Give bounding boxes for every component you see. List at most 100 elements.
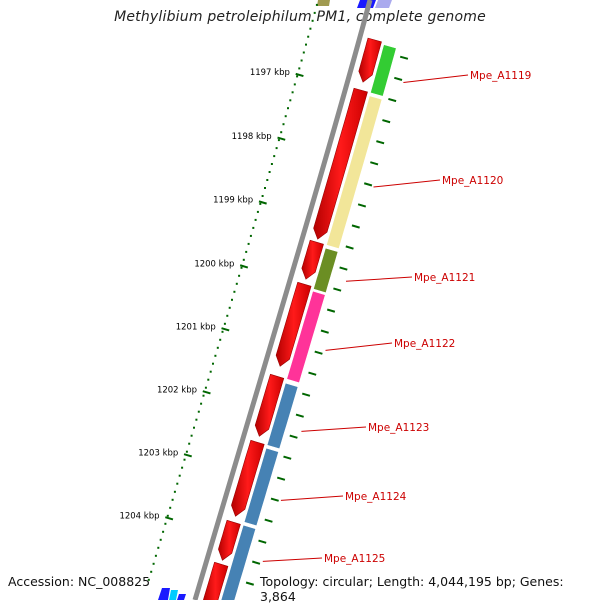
scale-label: 1204 kbp <box>119 512 159 522</box>
gene-label-leader <box>280 495 344 501</box>
partial-gene-top-olive <box>317 0 330 6</box>
scale-tick <box>363 182 373 187</box>
scale-tick <box>326 308 336 313</box>
scale-dot <box>212 362 214 365</box>
scale-dot <box>242 258 245 261</box>
scale-label: 1200 kbp <box>194 260 234 270</box>
scale-label: 1199 kbp <box>213 196 253 206</box>
scale-dot <box>298 67 301 70</box>
scale-tick <box>251 560 261 565</box>
gene-block-mpe-a1119 <box>370 44 397 97</box>
scale-tick <box>289 434 298 439</box>
genome-backbone <box>192 0 373 600</box>
scale-labels: 1197 kbp 1198 kbp 1199 kbp 1200 kbp 1201 kbp… <box>119 68 289 521</box>
cds-block <box>301 239 324 280</box>
gene-label[interactable]: Mpe_A1122 <box>394 338 455 350</box>
scale-dot <box>307 35 310 38</box>
scale-tick <box>308 371 317 376</box>
scale-dot <box>249 234 252 237</box>
cds-block <box>218 519 241 561</box>
scale-tick <box>388 97 397 103</box>
gene-block-mpe-a1125 <box>220 524 257 600</box>
scale-dot <box>166 514 169 517</box>
cds-track <box>203 37 382 600</box>
scale-tick <box>394 76 403 81</box>
scale-dot <box>315 3 318 6</box>
partial-gene-top-lilac <box>375 0 392 8</box>
scale-dot <box>287 107 289 110</box>
partial-gene-bottom-blue2 <box>177 594 186 600</box>
gene-block-mpe-a1120 <box>326 95 383 250</box>
scale-label: 1197 kbp <box>250 68 290 78</box>
scale-dot <box>176 482 179 485</box>
cds-block <box>254 373 285 437</box>
gene-label[interactable]: Mpe_A1123 <box>368 422 429 434</box>
scale-tick <box>270 497 279 502</box>
scale-dot <box>190 434 193 437</box>
scale-dot <box>293 83 296 86</box>
scale-dot <box>162 530 165 533</box>
gene-block-mpe-a1124 <box>243 447 279 527</box>
scale-tick <box>357 203 367 208</box>
scale-dot <box>219 338 222 341</box>
scale-tick <box>245 581 255 586</box>
gene-label[interactable]: Mpe_A1124 <box>345 491 407 503</box>
scale-dot <box>231 298 233 301</box>
scale-label: 1201 kbp <box>176 323 216 333</box>
scale-major-tick <box>258 200 267 205</box>
gene-block-mpe-a1122 <box>286 290 326 384</box>
gene-label[interactable]: Mpe_A1120 <box>442 175 503 187</box>
scale-dot <box>247 242 250 245</box>
gene-track <box>220 44 397 600</box>
scale-dot <box>296 75 299 78</box>
scale-dot <box>284 115 287 118</box>
gene-label-leader <box>325 342 393 351</box>
scale-dot <box>226 314 229 317</box>
scale-tick <box>283 455 292 460</box>
partial-gene-bottom-blue <box>158 588 170 600</box>
scale-tick <box>351 224 360 229</box>
cds-block <box>275 281 312 367</box>
gene-label[interactable]: Mpe_A1119 <box>470 70 531 82</box>
scale-dot <box>200 402 203 405</box>
scale-dot <box>207 378 210 381</box>
scale-dot <box>282 123 285 126</box>
scale-tick <box>376 140 385 145</box>
scale-tick <box>370 161 379 166</box>
scale-dot <box>261 195 264 197</box>
scale-dot <box>233 290 236 293</box>
scale-major-tick <box>277 136 286 141</box>
scale-dot <box>245 250 248 253</box>
gene-label-leader <box>262 557 323 562</box>
scale-major-tick <box>295 72 304 78</box>
gene-label-leader <box>301 426 367 432</box>
scale-dot <box>280 131 283 134</box>
scale-dot <box>259 202 262 205</box>
scale-dot <box>268 171 271 173</box>
scale-dot <box>270 163 273 165</box>
scale-dot <box>197 410 200 413</box>
scale-dot <box>157 546 160 549</box>
scale-major-tick <box>165 516 174 521</box>
scale-dot <box>195 418 198 421</box>
scale-dot <box>309 27 312 30</box>
scale-dot <box>204 386 207 389</box>
scale-dot <box>256 210 259 213</box>
scale-tick <box>264 518 273 523</box>
scale-dot <box>221 330 224 333</box>
gene-label[interactable]: Mpe_A1121 <box>414 272 475 284</box>
scale-dot <box>154 554 157 557</box>
gene-label-leader <box>373 179 441 188</box>
scale-dot <box>181 466 184 469</box>
scale-dot <box>302 51 305 54</box>
scale-dot <box>209 370 212 373</box>
scale-dot <box>193 426 195 429</box>
gene-label[interactable]: Mpe_A1125 <box>324 553 385 565</box>
scale-label: 1202 kbp <box>157 386 197 396</box>
scale-dot <box>216 346 219 349</box>
cds-block <box>231 439 265 517</box>
scale-tick <box>320 329 329 334</box>
scale-dot <box>159 538 162 541</box>
scale-major-tick <box>183 453 192 458</box>
